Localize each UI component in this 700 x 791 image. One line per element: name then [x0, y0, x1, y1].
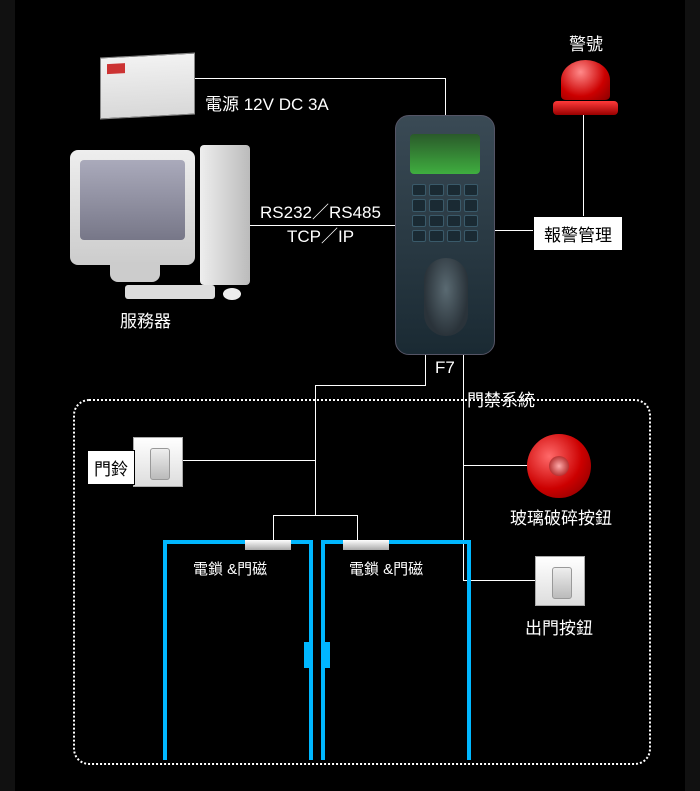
fingerprint-terminal-icon: [395, 115, 495, 355]
wire: [583, 115, 584, 217]
mouse-icon: [223, 288, 241, 300]
door-left-label: 電鎖 &門磁: [193, 558, 267, 579]
protocol-label-1: RS232／RS485: [260, 198, 381, 223]
door-right-label: 電鎖 &門磁: [349, 558, 423, 579]
diagram-canvas: 電源 12V DC 3A 服務器 RS232／RS485 TCP／IP F7 警…: [15, 0, 685, 791]
server-label: 服務器: [120, 307, 171, 332]
doorbell-icon: [133, 437, 183, 487]
maglock-icon: [343, 540, 389, 550]
door-handle-icon: [304, 642, 311, 668]
alarm-management-label: 報警管理: [533, 216, 623, 251]
wire: [315, 385, 426, 386]
break-glass-button-icon: [527, 434, 591, 498]
power-supply-label: 電源 12V DC 3A: [205, 90, 329, 115]
exit-button-label: 出門按鈕: [525, 614, 593, 639]
door-handle-icon: [323, 642, 330, 668]
monitor-stand-icon: [110, 262, 160, 282]
siren-label: 警號: [569, 30, 603, 55]
keyboard-icon: [125, 285, 215, 299]
f7-label: F7: [435, 358, 455, 378]
wire: [195, 78, 445, 79]
siren-icon: [553, 60, 618, 115]
power-supply-icon: [100, 53, 195, 120]
terminal-keypad-icon: [412, 184, 478, 242]
protocol-label-2: TCP／IP: [287, 222, 354, 247]
doorbell-label: 門鈴: [87, 450, 135, 485]
terminal-screen-icon: [410, 134, 480, 174]
exit-button-icon: [535, 556, 585, 606]
fingerprint-sensor-icon: [424, 258, 468, 336]
wire: [445, 78, 446, 116]
break-glass-label: 玻璃破碎按鈕: [510, 504, 612, 529]
maglock-icon: [245, 540, 291, 550]
monitor-icon: [70, 150, 195, 265]
wire: [425, 355, 426, 385]
pc-tower-icon: [200, 145, 250, 285]
